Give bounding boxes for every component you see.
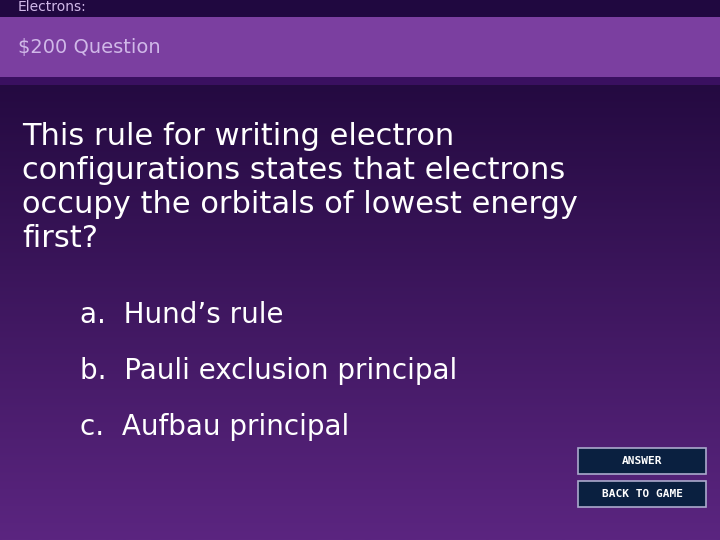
FancyBboxPatch shape (578, 448, 706, 474)
FancyBboxPatch shape (578, 481, 706, 507)
Text: ANSWER: ANSWER (622, 456, 662, 466)
Text: occupy the orbitals of lowest energy: occupy the orbitals of lowest energy (22, 190, 578, 219)
Text: BACK TO GAME: BACK TO GAME (601, 489, 683, 499)
Text: Electrons:: Electrons: (18, 0, 86, 14)
Text: c.  Aufbau principal: c. Aufbau principal (80, 413, 349, 441)
Text: b.  Pauli exclusion principal: b. Pauli exclusion principal (80, 357, 457, 385)
Text: configurations states that electrons: configurations states that electrons (22, 156, 565, 185)
Text: This rule for writing electron: This rule for writing electron (22, 122, 454, 151)
Text: $200 Question: $200 Question (18, 37, 161, 57)
Text: a.  Hund’s rule: a. Hund’s rule (80, 301, 284, 329)
FancyBboxPatch shape (0, 17, 720, 77)
FancyBboxPatch shape (0, 0, 720, 17)
FancyBboxPatch shape (0, 77, 720, 85)
Text: first?: first? (22, 224, 98, 253)
